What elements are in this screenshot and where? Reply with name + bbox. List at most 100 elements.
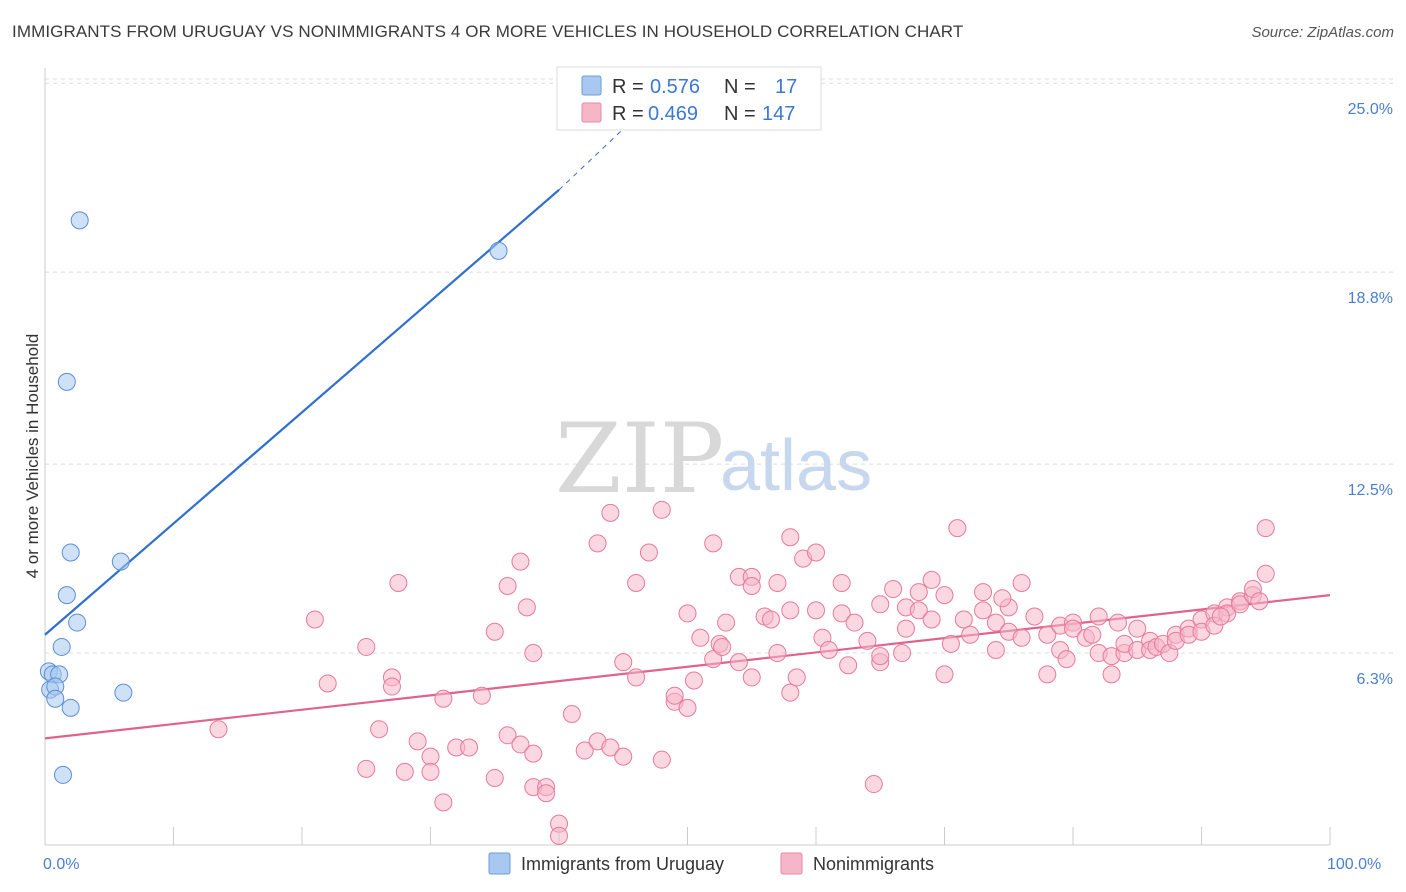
data-point-series-1: [858, 631, 877, 650]
data-point-series-1: [1211, 607, 1230, 626]
data-point-series-1: [517, 598, 536, 617]
data-point-series-1: [768, 644, 787, 663]
y-tick-labels: 6.3% 12.5% 18.8% 25.0%: [1348, 101, 1393, 688]
series-legend-label-nonimmigrants: Nonimmigrants: [813, 854, 934, 874]
data-point-series-1: [498, 577, 517, 595]
data-point-series-1: [871, 647, 890, 666]
data-point-series-1: [537, 784, 556, 803]
data-point-series-1: [389, 573, 408, 592]
data-point-series-1: [1128, 619, 1147, 638]
data-point-series-1: [614, 653, 633, 672]
stats-legend: R = 0.576 N = 17 R = 0.469 N = 147: [556, 66, 822, 131]
data-point-series-1: [896, 619, 915, 638]
data-point-series-1: [717, 613, 736, 632]
data-point-series-1: [601, 738, 620, 757]
x-ticks: [44, 827, 1331, 845]
data-point-series-1: [1108, 613, 1127, 632]
data-point-series-1: [1102, 665, 1121, 684]
data-point-series-1: [986, 640, 1005, 659]
data-point-series-1: [839, 656, 858, 675]
data-point-series-1: [421, 747, 440, 766]
data-point-series-1: [684, 671, 703, 690]
data-point-series-1: [864, 775, 883, 794]
data-point-series-1: [961, 625, 980, 644]
data-point-series-1: [511, 552, 530, 571]
data-point-series-1: [1038, 665, 1057, 684]
grid-lines: [45, 78, 1393, 654]
data-point-series-1: [807, 543, 825, 562]
data-point-series-1: [485, 768, 504, 787]
series-legend-swatch-uruguay: [488, 852, 511, 875]
watermark: ZIP atlas: [555, 403, 872, 515]
data-point-series-1: [935, 665, 954, 684]
data-point-series-1: [1083, 625, 1102, 644]
data-point-series-1: [713, 637, 732, 656]
data-point-series-1: [305, 610, 324, 629]
x-tick-label-max: 100.0%: [1327, 856, 1381, 873]
watermark-zip: ZIP: [555, 403, 724, 515]
data-point-series-1: [485, 622, 504, 641]
data-point-series-1: [832, 604, 851, 623]
data-point-series-1: [742, 668, 761, 687]
data-point-series-0: [52, 637, 71, 656]
data-point-series-1: [209, 720, 228, 739]
data-point-series-1: [974, 583, 993, 602]
data-point-series-1: [1057, 650, 1076, 669]
trend-line-0: [44, 189, 560, 636]
data-point-series-1: [524, 644, 543, 663]
data-point-series-1: [742, 577, 761, 595]
legend-r-value-2: 0.469: [648, 103, 698, 125]
data-point-series-1: [893, 644, 912, 663]
data-point-series-0: [57, 586, 76, 605]
data-point-series-1: [1089, 607, 1108, 626]
data-point-series-0: [114, 683, 133, 702]
data-point-series-1: [395, 762, 414, 781]
data-point-series-1: [948, 519, 967, 538]
legend-swatch-uruguay: [581, 75, 602, 96]
data-point-series-1: [768, 573, 787, 592]
y-tick-label: 25.0%: [1348, 101, 1393, 118]
data-point-series-0: [46, 689, 65, 708]
data-point-series-1: [588, 534, 607, 553]
data-point-series-1: [1256, 564, 1275, 583]
data-point-series-1: [421, 762, 440, 781]
data-point-series-1: [498, 726, 517, 745]
data-point-series-1: [922, 610, 941, 629]
data-point-series-1: [652, 500, 671, 519]
data-point-series-1: [845, 613, 864, 632]
data-point-series-1: [460, 738, 479, 757]
data-point-series-1: [434, 793, 453, 812]
data-point-series-1: [704, 650, 723, 669]
data-points: [39, 211, 1275, 845]
data-point-series-1: [807, 601, 825, 620]
data-point-series-0: [61, 543, 80, 562]
data-point-series-1: [524, 744, 543, 763]
legend-n-label-2: N =: [724, 103, 756, 125]
data-point-series-1: [1250, 592, 1269, 611]
data-point-series-1: [472, 686, 491, 705]
legend-r-value-1: 0.576: [650, 76, 700, 98]
data-point-series-0: [61, 698, 80, 717]
data-point-series-1: [781, 528, 800, 547]
data-point-series-1: [819, 640, 838, 659]
data-point-series-1: [781, 683, 800, 702]
data-point-series-1: [357, 637, 376, 656]
data-point-series-0: [70, 211, 89, 230]
legend-r-label-1: R =: [612, 76, 644, 98]
data-point-series-1: [1025, 607, 1044, 626]
series-legend-label-uruguay: Immigrants from Uruguay: [521, 854, 724, 874]
data-point-series-0: [57, 372, 76, 391]
data-point-series-1: [652, 750, 671, 769]
data-point-series-1: [1012, 628, 1031, 647]
data-point-series-1: [1012, 573, 1031, 592]
data-point-series-1: [678, 698, 697, 717]
data-point-series-1: [993, 589, 1012, 608]
data-point-series-1: [601, 503, 620, 522]
data-point-series-1: [665, 686, 684, 705]
data-point-series-1: [729, 653, 748, 672]
data-point-series-1: [884, 580, 903, 599]
data-point-series-1: [562, 704, 581, 723]
chart-title: IMMIGRANTS FROM URUGUAY VS NONIMMIGRANTS…: [12, 22, 964, 41]
data-point-series-1: [550, 826, 568, 845]
